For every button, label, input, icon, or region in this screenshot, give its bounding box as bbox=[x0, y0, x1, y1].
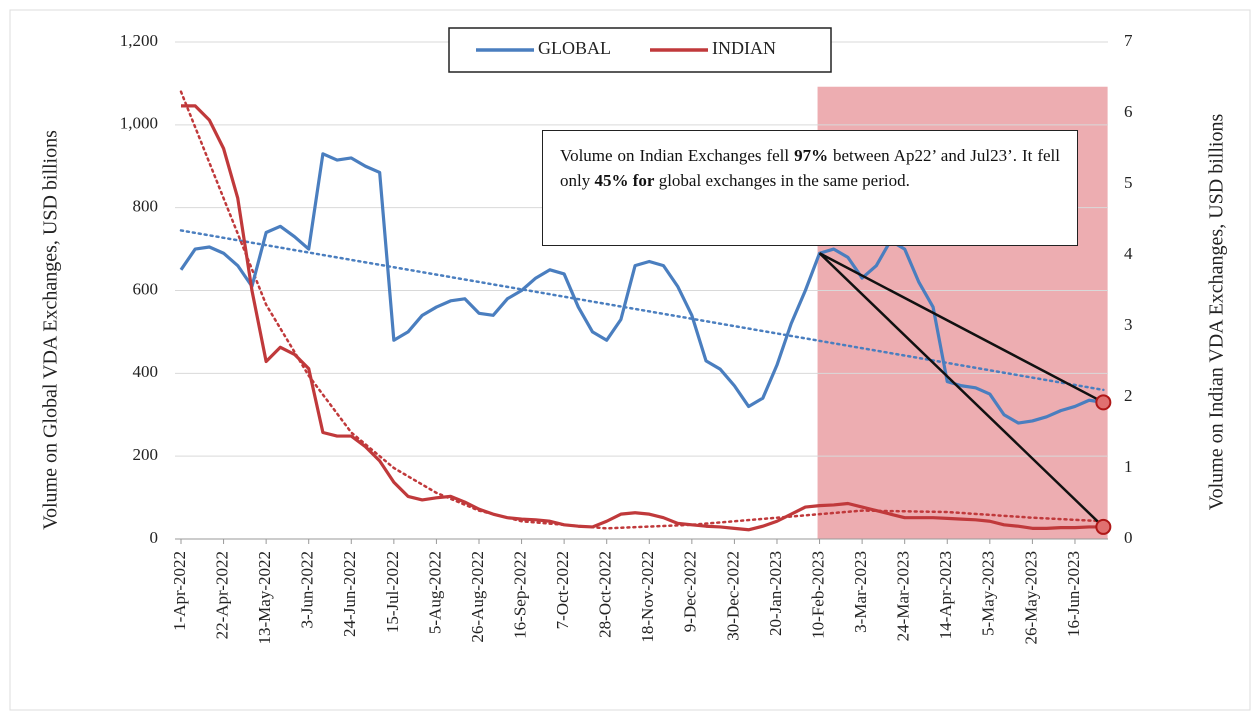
annotation-text: Volume on Indian Exchanges fell bbox=[560, 146, 795, 165]
x-tick-label: 15-Jul-2022 bbox=[383, 551, 402, 633]
x-tick-label: 5-Aug-2022 bbox=[425, 551, 444, 634]
y2-axis-title: Volume on Indian VDA Exchanges, USD bill… bbox=[1206, 114, 1228, 511]
x-tick-label: 24-Mar-2023 bbox=[894, 551, 913, 641]
annotation: Volume on Indian Exchanges fell 97% betw… bbox=[542, 130, 1078, 246]
x-tick-label: 20-Jan-2023 bbox=[766, 551, 785, 636]
x-tick-label: 18-Nov-2022 bbox=[638, 551, 657, 643]
y-tick-label: 600 bbox=[133, 279, 159, 298]
x-tick-label: 1-Apr-2022 bbox=[170, 551, 189, 631]
x-tick-label: 26-May-2023 bbox=[1021, 551, 1040, 644]
y2-tick-label: 4 bbox=[1124, 244, 1133, 263]
y-axis-title: Volume on Global VDA Exchanges, USD bill… bbox=[40, 130, 62, 530]
y-tick-label: 800 bbox=[133, 197, 159, 216]
y2-tick-label: 2 bbox=[1124, 386, 1133, 405]
annotation-text: global exchanges in the same period. bbox=[654, 171, 910, 190]
y2-tick-label: 3 bbox=[1124, 315, 1133, 334]
y-tick-label: 400 bbox=[133, 362, 159, 381]
line bbox=[179, 152, 1104, 425]
x-tick-label: 26-Aug-2022 bbox=[468, 551, 487, 643]
x-tick-label: 3-Jun-2022 bbox=[298, 551, 317, 628]
x-tick-label: 3-Mar-2023 bbox=[851, 551, 870, 633]
x-tick-label: 16-Sep-2022 bbox=[510, 551, 529, 639]
y2-tick-label: 7 bbox=[1124, 31, 1133, 50]
trendline bbox=[179, 229, 1105, 392]
annotation-bold: 97% bbox=[794, 146, 829, 165]
x-tick-label: 9-Dec-2022 bbox=[681, 551, 700, 632]
x-tick-label: 5-May-2023 bbox=[979, 551, 998, 636]
x-tick-label: 22-Apr-2022 bbox=[212, 551, 231, 639]
y2-tick-label: 6 bbox=[1124, 102, 1133, 121]
x-tick-label: 10-Feb-2023 bbox=[808, 551, 827, 639]
x-tick-label: 16-Jun-2023 bbox=[1064, 551, 1083, 637]
arrow bbox=[818, 252, 1104, 404]
trendline bbox=[179, 90, 1105, 530]
arrow bbox=[818, 252, 1105, 528]
y2-tick-label: 0 bbox=[1124, 528, 1133, 547]
legend-label: INDIAN bbox=[712, 38, 776, 58]
end-marker bbox=[1095, 518, 1112, 535]
x-tick-label: 30-Dec-2022 bbox=[723, 551, 742, 641]
legend-label: GLOBAL bbox=[538, 38, 611, 58]
x-tick-label: 7-Oct-2022 bbox=[553, 551, 572, 629]
frame bbox=[9, 9, 1251, 711]
y-tick-label: 1,200 bbox=[120, 31, 158, 50]
annotation-text: between Ap22’ and Jul23’. It fell only bbox=[560, 146, 1060, 190]
y2-tick-label: 5 bbox=[1124, 173, 1133, 192]
y2-tick-label: 1 bbox=[1124, 457, 1133, 476]
x-tick-label: 13-May-2022 bbox=[255, 551, 274, 644]
y-tick-label: 200 bbox=[133, 445, 159, 464]
y-tick-label: 0 bbox=[150, 528, 159, 547]
end-marker bbox=[1095, 394, 1112, 411]
x-tick-label: 28-Oct-2022 bbox=[596, 551, 615, 638]
annotation-bold: 45% for bbox=[594, 171, 655, 190]
line bbox=[181, 104, 1104, 532]
x-tick-label: 14-Apr-2023 bbox=[936, 551, 955, 639]
y-tick-label: 1,000 bbox=[120, 114, 158, 133]
x-tick-label: 24-Jun-2022 bbox=[340, 551, 359, 637]
